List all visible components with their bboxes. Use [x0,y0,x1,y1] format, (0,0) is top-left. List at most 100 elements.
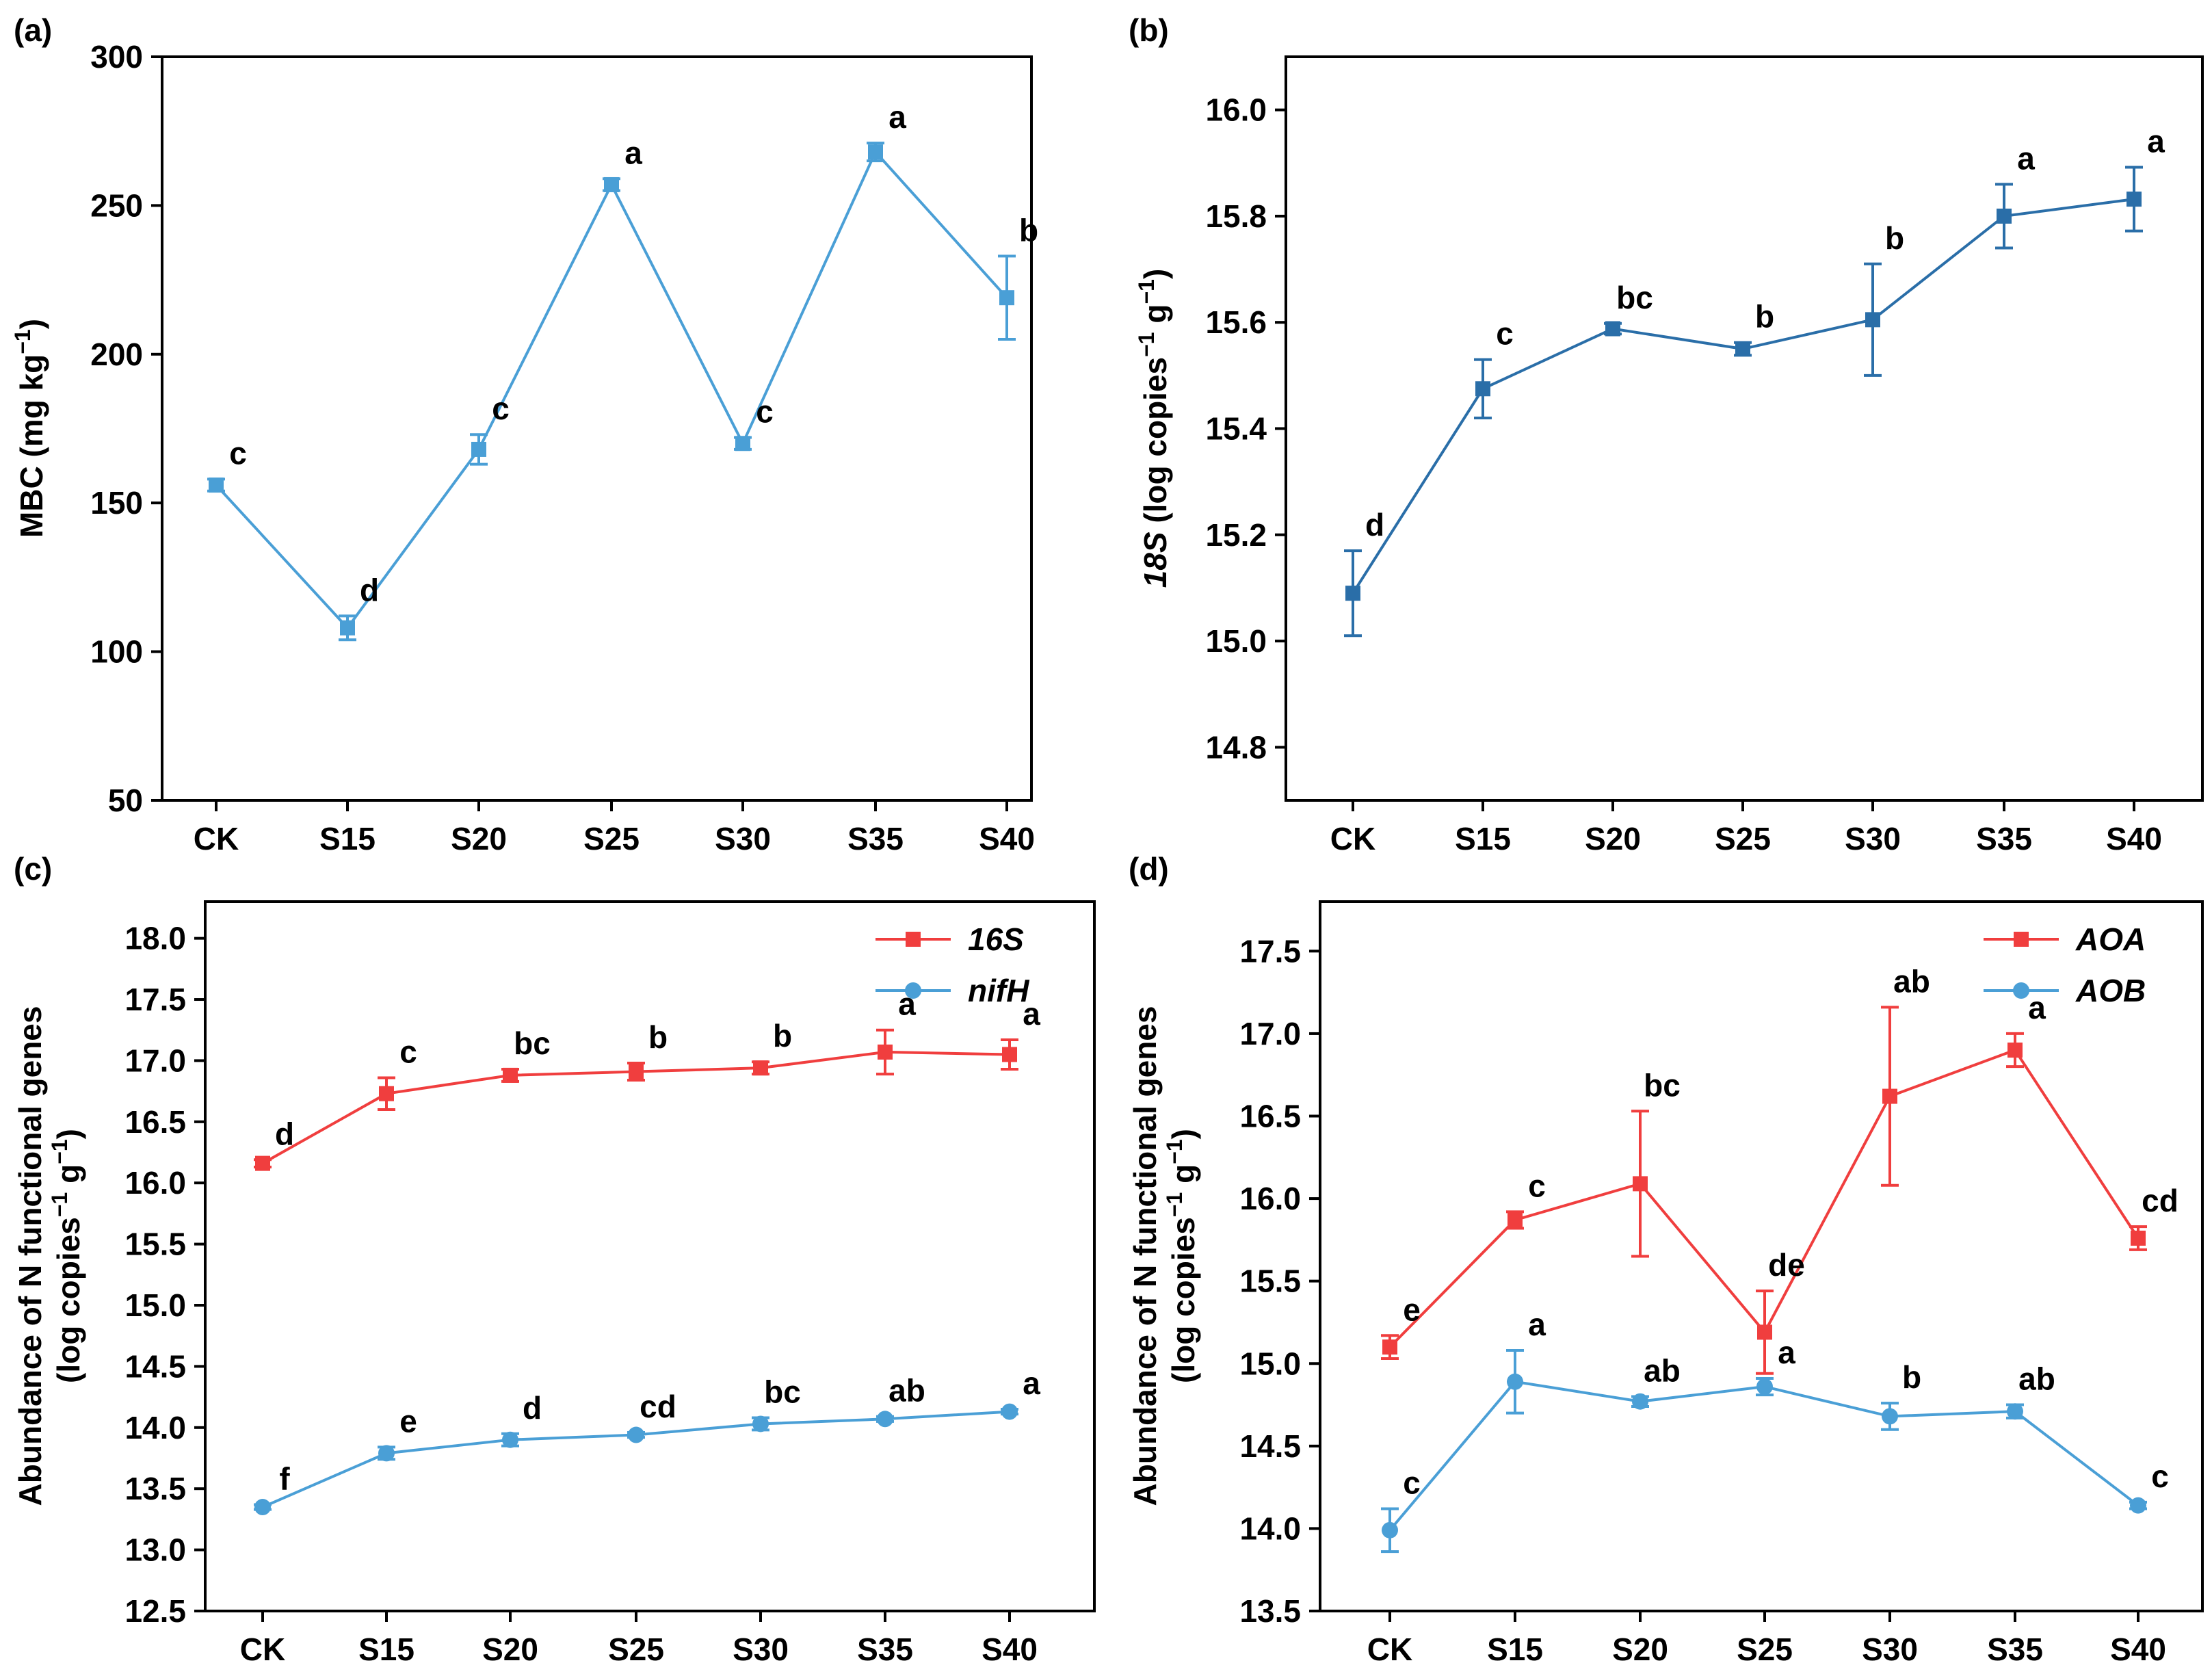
data-point [1757,1324,1772,1340]
series-line-nifH [262,1410,1010,1508]
significance-letter: a [2028,990,2046,1025]
data-point [254,1499,271,1516]
data-point [753,1060,768,1076]
data-point [1507,1212,1523,1228]
data-point [1882,1088,1897,1104]
data-point [503,1067,518,1083]
panel-b: (b) 14.8 15.0 15.2 15.4 15.6 15.8 16.0 CK S15 S20 S… [1129,12,2204,856]
significance-letter: d [523,1390,542,1426]
x-tick-label: S20 [451,821,507,856]
panel-label: (d) [1129,851,1169,887]
significance-letter: a [888,99,906,135]
y-label-text: g [51,1164,86,1192]
y-tick-label: 15.5 [1239,1263,1301,1299]
data-point [1345,586,1360,601]
y-label-text: MBC (mg kg [14,354,49,538]
data-point [1735,341,1750,357]
plot-frame [161,55,1033,802]
y-tick-label: 13.5 [1239,1593,1301,1629]
y-tick-label: 15.0 [1205,623,1267,659]
legend-marker [2013,982,2029,999]
legend-label: AOB [2075,973,2146,1008]
data-point [2131,1230,2146,1246]
plot-frame [1319,900,2204,1612]
significance-letter: a [2147,123,2165,159]
data-point [379,1086,394,1101]
significance-letter: b [1755,299,1774,335]
significance-letter: ab [1893,963,1930,999]
x-tick-label: S25 [608,1632,664,1667]
data-point [868,144,883,160]
significance-letter: bc [764,1374,801,1410]
y-axis-label-line2: (log copies−1 g−1) [47,1129,86,1383]
y-label-text: ) [14,319,49,329]
significance-letter: e [399,1403,417,1439]
legend-label: AOA [2075,921,2146,957]
x-tick-label: S20 [482,1632,538,1667]
y-label-superscript: −1 [47,1139,72,1164]
significance-letter: b [773,1018,792,1053]
y-tick-label: 300 [90,39,143,75]
data-point [1382,1521,1398,1538]
x-tick-label: S35 [847,821,904,856]
significance-letter: c [229,435,247,471]
plot-frame [204,900,1096,1612]
plot-frame [1285,55,2204,802]
x-tick-label: S15 [1455,821,1511,856]
legend-label: 16S [968,921,1024,957]
significance-letter: c [492,391,510,426]
data-point [1475,381,1490,397]
significance-letter: f [279,1461,290,1496]
y-label-superscript: −1 [1134,332,1159,356]
significance-letter: b [1902,1359,1921,1395]
y-tick-label: 13.0 [124,1532,186,1568]
data-point [878,1044,893,1060]
x-tick-label: CK [1367,1632,1412,1667]
data-point [378,1445,395,1462]
series-line-AOB [1388,1380,2139,1532]
x-tick-label: S40 [2106,821,2162,856]
y-tick-label: 15.5 [124,1227,186,1262]
data-point [255,1155,270,1171]
x-tick-label: S25 [1715,821,1771,856]
data-point [2130,1497,2146,1514]
significance-letter: d [275,1116,294,1151]
significance-letter: a [624,135,642,170]
y-label-text: (log copies [51,1217,86,1383]
y-label-superscript: −1 [10,329,35,354]
significance-letter: ab [888,1373,925,1409]
x-tick-label: S30 [715,821,771,856]
y-tick-label: 14.0 [124,1410,186,1445]
significance-letter: cd [640,1389,676,1424]
y-axis-label: 18S (log copies−1 g−1) [1134,269,1173,588]
series-line-18S [1352,198,2135,594]
significance-letter: de [1768,1247,1805,1283]
x-tick-label: S35 [1976,821,2032,856]
data-point [2007,1403,2023,1420]
y-label-text: (log copies [1166,1217,1201,1383]
y-tick-label: 16.0 [124,1165,186,1201]
y-tick-label: 17.5 [1239,933,1301,969]
x-tick-label: S30 [1862,1632,1918,1667]
y-label-superscript: −1 [1162,1139,1187,1164]
x-tick-label: S20 [1585,821,1641,856]
y-tick-label: 16.5 [124,1104,186,1140]
y-tick-label: 16.5 [1239,1099,1301,1134]
x-tick-label: S30 [1845,821,1901,856]
significance-letter: c [1528,1168,1546,1203]
y-tick-label: 17.0 [124,1043,186,1078]
legend-marker [906,932,921,947]
data-point [1997,208,2012,224]
y-tick-label: 16.0 [1239,1181,1301,1216]
x-tick-label: S25 [583,821,640,856]
data-point [1507,1373,1523,1390]
significance-letter: c [2151,1458,2169,1494]
data-point [209,477,224,493]
significance-letter: a [2017,140,2035,176]
y-tick-label: 50 [108,783,143,818]
y-label-text: ) [51,1129,86,1139]
data-point [629,1064,644,1079]
significance-letter: a [1023,1365,1040,1401]
data-point [1756,1378,1773,1396]
